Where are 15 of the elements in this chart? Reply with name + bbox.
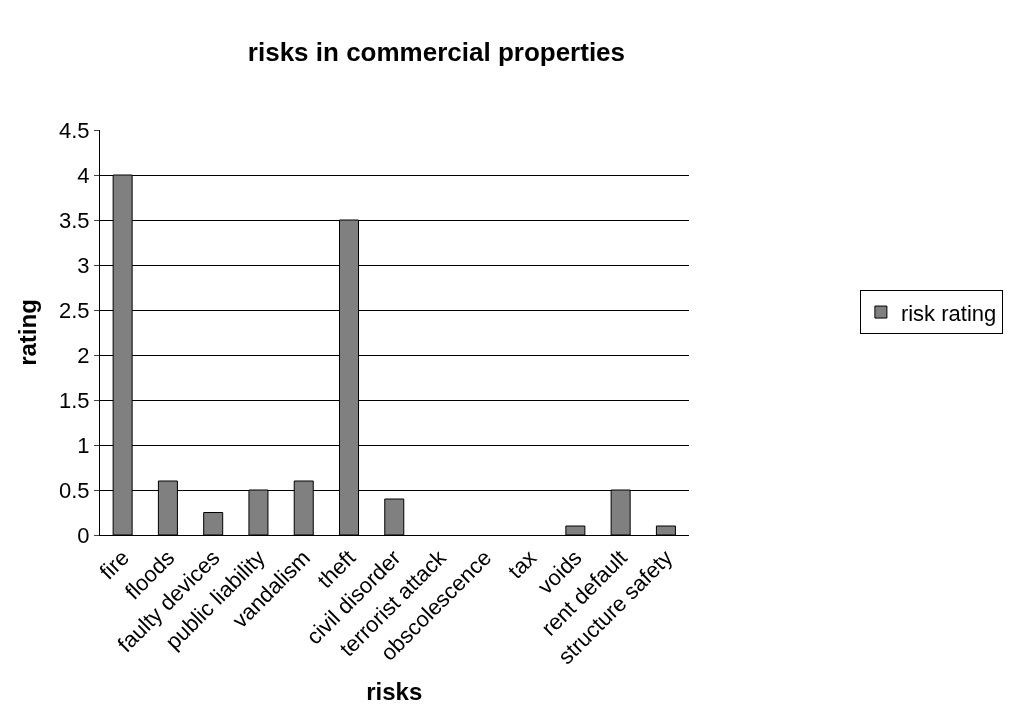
x-tick-label: tax <box>502 545 542 584</box>
x-axis-title: risks <box>366 678 423 706</box>
y-tick-label: 4.5 <box>59 117 90 143</box>
y-tick-label: 3.5 <box>59 207 90 233</box>
y-tick-label: 3 <box>77 252 90 278</box>
legend-label: risk rating <box>900 300 997 326</box>
y-tick-label: 1.5 <box>59 387 90 413</box>
y-tick-label: 4 <box>77 162 90 188</box>
chart-title: risks in commercial properties <box>247 36 626 67</box>
y-tick-label: 2 <box>77 342 90 368</box>
y-tick-label: 0 <box>77 522 90 548</box>
y-tick-label: 1 <box>77 432 90 458</box>
y-tick-label: 2.5 <box>59 297 90 323</box>
y-tick-label: 0.5 <box>59 477 90 503</box>
y-axis-title: rating <box>14 299 42 366</box>
